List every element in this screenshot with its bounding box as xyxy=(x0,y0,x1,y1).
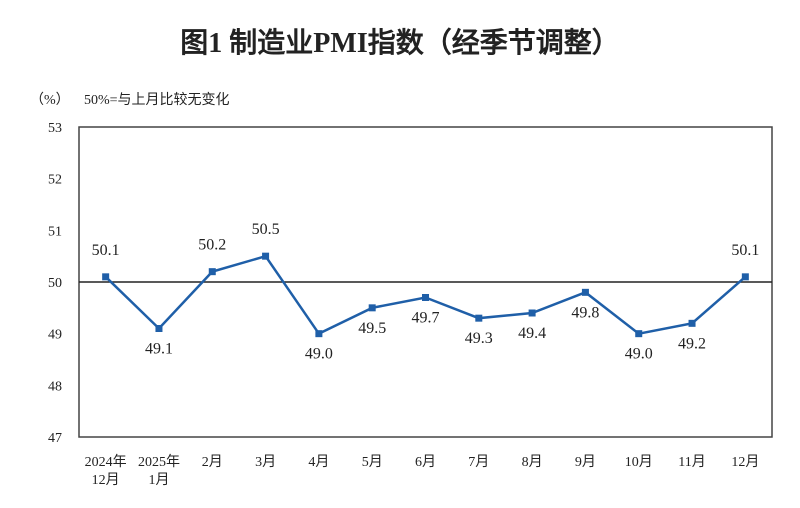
y-tick-label: 49 xyxy=(48,328,62,343)
y-tick-label: 53 xyxy=(48,121,62,136)
data-label: 49.8 xyxy=(571,304,599,321)
y-unit-label: （%） xyxy=(30,92,70,108)
data-label: 50.1 xyxy=(92,242,120,259)
data-label: 49.5 xyxy=(358,320,386,337)
data-label: 49.0 xyxy=(305,346,333,363)
y-tick-label: 47 xyxy=(48,431,62,446)
x-tick-label: 2024年 12月 xyxy=(85,454,127,488)
x-tick-label: 3月 xyxy=(255,454,276,470)
x-tick-label: 6月 xyxy=(415,454,436,470)
data-point xyxy=(422,294,429,301)
data-label: 49.0 xyxy=(625,346,653,363)
x-tick-label: 8月 xyxy=(522,454,543,470)
data-point xyxy=(368,304,376,312)
data-point xyxy=(635,330,643,338)
x-tick-label: 2月 xyxy=(202,454,223,470)
x-tick-label: 2025年 1月 xyxy=(138,454,180,488)
data-label: 50.1 xyxy=(731,242,759,259)
data-point xyxy=(155,325,163,332)
data-point xyxy=(741,273,749,281)
x-tick-label: 5月 xyxy=(362,454,383,470)
data-label: 49.7 xyxy=(412,310,440,327)
y-tick-label: 48 xyxy=(48,379,62,394)
x-tick-label: 12月 xyxy=(731,454,759,470)
data-point xyxy=(262,252,270,260)
data-point xyxy=(315,330,323,338)
data-label: 50.2 xyxy=(198,237,226,254)
y-tick-label: 52 xyxy=(48,173,62,188)
reference-annotation: 50%=与上月比较无变化 xyxy=(84,92,230,108)
x-tick-label: 9月 xyxy=(575,454,596,470)
chart-title: 图1 制造业PMI指数（经季节调整） xyxy=(180,26,619,59)
x-tick-label: 10月 xyxy=(625,454,653,470)
data-label: 49.3 xyxy=(465,330,493,347)
x-tick-label: 7月 xyxy=(468,454,489,470)
data-label: 50.5 xyxy=(252,221,280,238)
x-tick-label: 4月 xyxy=(308,454,329,470)
x-tick-label: 11月 xyxy=(678,454,705,470)
y-tick-label: 51 xyxy=(48,224,62,239)
data-label: 49.1 xyxy=(145,341,173,358)
y-tick-label: 50 xyxy=(48,276,62,291)
data-point xyxy=(528,309,536,317)
data-point xyxy=(208,268,216,276)
data-point xyxy=(475,314,483,322)
data-label: 49.4 xyxy=(518,325,546,342)
data-point xyxy=(102,273,110,281)
data-point xyxy=(581,288,589,296)
data-label: 49.2 xyxy=(678,335,706,352)
data-point xyxy=(688,319,696,327)
